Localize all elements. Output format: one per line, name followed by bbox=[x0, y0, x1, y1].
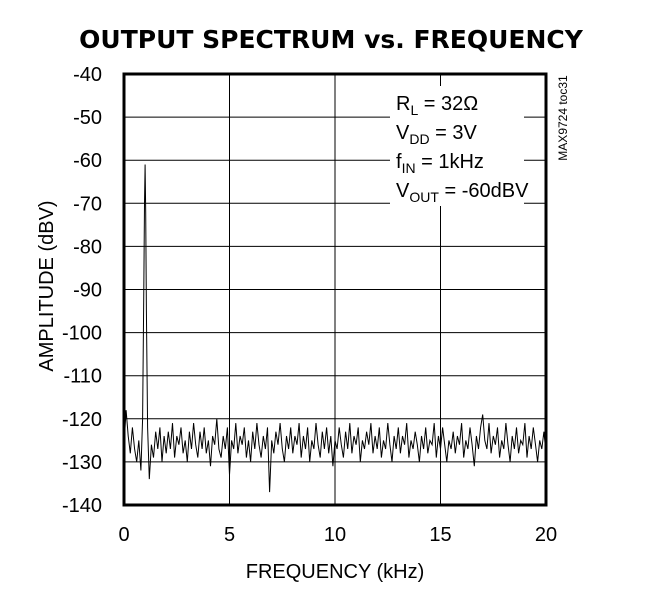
annotation-subscript: OUT bbox=[409, 189, 439, 205]
y-tick-label: -120 bbox=[62, 409, 102, 431]
y-tick-label: -110 bbox=[63, 366, 102, 388]
y-tick-label: -140 bbox=[62, 495, 102, 517]
chart-title: OUTPUT SPECTRUM vs. FREQUENCY bbox=[79, 25, 584, 54]
annotation-main: f bbox=[396, 151, 402, 173]
y-tick-label: -100 bbox=[62, 323, 102, 345]
annotation-main: V bbox=[396, 122, 410, 144]
annotation-subscript: IN bbox=[402, 160, 416, 176]
plot-frame bbox=[122, 72, 548, 507]
annotation-line: fIN = 1kHz bbox=[396, 151, 484, 176]
x-tick-label: 5 bbox=[224, 524, 235, 546]
annotation-main: R bbox=[396, 93, 410, 115]
y-tick-label: -70 bbox=[73, 193, 102, 215]
x-tick-label: 10 bbox=[324, 524, 346, 546]
x-tick-label: 20 bbox=[535, 524, 557, 546]
y-axis-label: AMPLITUDE (dBV) bbox=[36, 200, 58, 371]
annotation-value: = 3V bbox=[430, 122, 478, 144]
annotation-main: V bbox=[396, 180, 410, 202]
y-tick-label: -90 bbox=[73, 280, 102, 302]
side-label: MAX9724 toc31 bbox=[556, 75, 570, 161]
annotation-line: RL = 32Ω bbox=[396, 93, 478, 118]
y-tick-labels: -40 -50 -60 -70 -80 -90 -100 -110 -120 -130 -140 bbox=[62, 64, 102, 517]
x-tick-label: 0 bbox=[118, 524, 129, 546]
y-tick-label: -130 bbox=[62, 452, 102, 474]
annotation-line: VDD = 3V bbox=[396, 122, 477, 147]
y-tick-label: -50 bbox=[73, 107, 102, 129]
x-tick-label: 15 bbox=[429, 524, 451, 546]
annotation-value: = 32Ω bbox=[418, 93, 478, 115]
annotation-subscript: DD bbox=[409, 131, 429, 147]
x-tick-labels: 0 5 10 15 20 bbox=[118, 524, 557, 546]
y-tick-label: -60 bbox=[73, 150, 102, 172]
annotation-line: VOUT = -60dBV bbox=[396, 180, 529, 205]
spectrum-series-line bbox=[123, 164, 547, 493]
annotation-box bbox=[390, 86, 524, 206]
annotation-value: = 1kHz bbox=[416, 151, 484, 173]
y-tick-label: -40 bbox=[73, 64, 102, 86]
y-tick-label: -80 bbox=[73, 236, 102, 258]
annotation-value: = -60dBV bbox=[439, 180, 529, 202]
x-axis-label: FREQUENCY (kHz) bbox=[246, 561, 425, 583]
annotation-subscript: L bbox=[410, 102, 418, 118]
